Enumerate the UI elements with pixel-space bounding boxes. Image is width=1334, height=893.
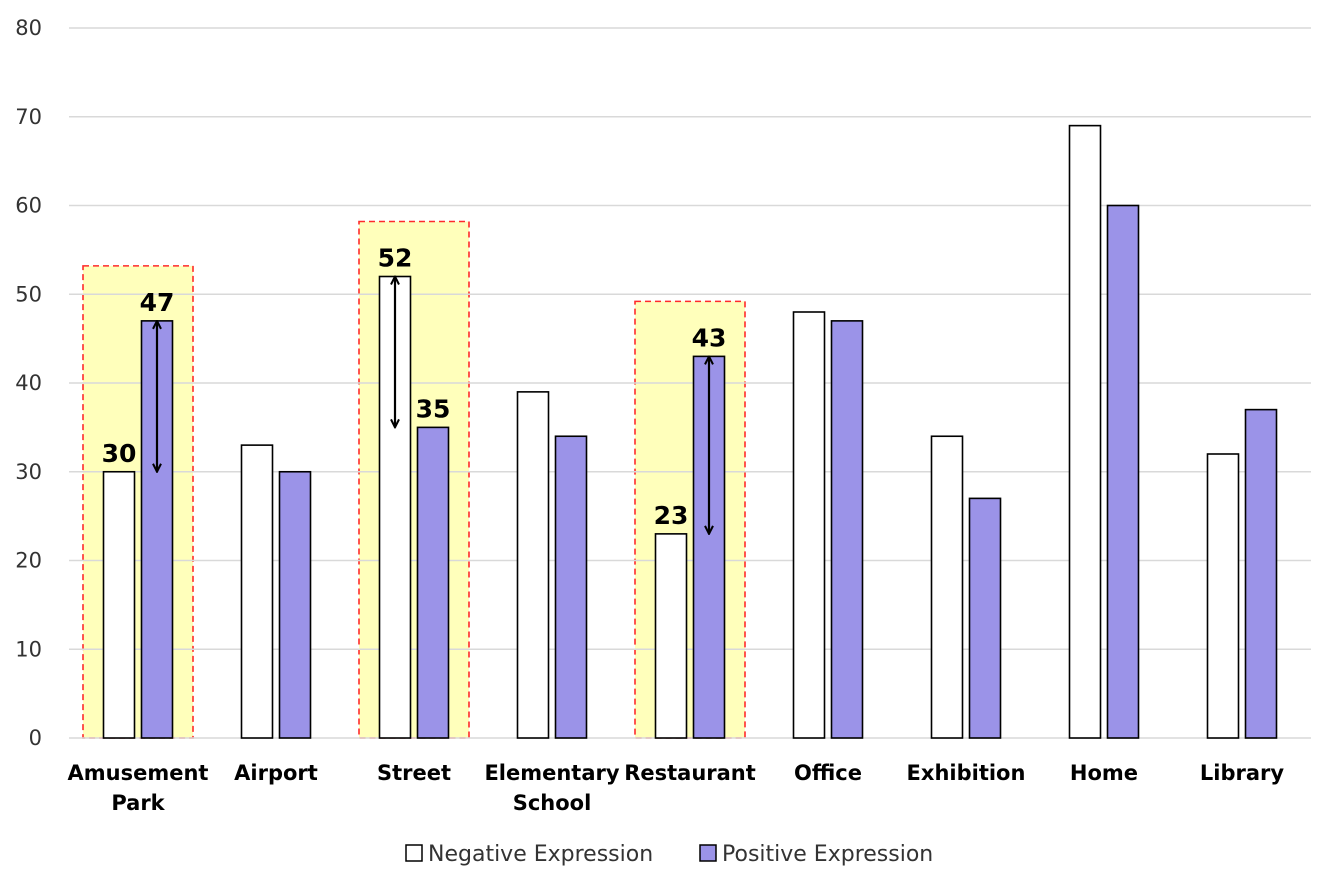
bar-positive-expression-street [416, 426, 450, 739]
highlight-boxes [82, 220, 746, 739]
bar-negative-expression-home [1068, 124, 1102, 739]
y-tick-label-60: 60 [15, 194, 42, 218]
y-tick-label-70: 70 [15, 105, 42, 129]
x-tick-label-airport: Airport [234, 761, 318, 785]
x-tick-label-office: Office [794, 761, 862, 785]
data-labels: 30 47 52 35 23 43 [102, 244, 727, 530]
bar-negative-expression-exhibition [930, 435, 964, 739]
highlight-box-amusement-park [82, 265, 194, 739]
bar-positive-expression-elementary-school [554, 435, 588, 739]
y-tick-label-30: 30 [15, 460, 42, 484]
highlight-box-street [358, 220, 470, 739]
data-label-negative-expression-street: 52 [378, 244, 413, 273]
legend: Negative Expression Positive Expression [405, 842, 933, 867]
bar-negative-expression-office [792, 311, 826, 739]
bar-negative-expression-airport [240, 444, 274, 739]
bar-positive-expression-airport [278, 470, 312, 739]
y-tick-label-80: 80 [15, 16, 42, 40]
x-tick-label-elementary-school-line-2: School [513, 791, 592, 815]
y-tick-label-20: 20 [15, 549, 42, 573]
y-tick-label-0: 0 [29, 726, 42, 750]
legend-swatch-negative-expression [405, 844, 423, 862]
difference-arrows [157, 277, 709, 534]
x-tick-label-library: Library [1200, 761, 1284, 785]
y-tick-label-50: 50 [15, 282, 42, 306]
bar-negative-expression-library [1206, 453, 1240, 739]
bar-positive-expression-library [1244, 408, 1278, 739]
legend-swatch-positive-expression [699, 844, 717, 862]
y-tick-label-10: 10 [15, 637, 42, 661]
y-axis-ticks: 0 10 20 30 40 50 60 70 80 [15, 16, 42, 750]
y-tick-label-40: 40 [15, 371, 42, 395]
data-label-negative-expression-restaurant: 23 [654, 501, 689, 530]
x-tick-label-amusement-park-line-2: Park [111, 791, 165, 815]
bar-negative-expression-restaurant [654, 533, 688, 739]
x-tick-label-home: Home [1070, 761, 1138, 785]
x-tick-label-amusement-park-line-1: Amusement [68, 761, 209, 785]
bar-negative-expression-amusement-park [102, 470, 136, 739]
bar-positive-expression-exhibition [968, 497, 1002, 739]
x-tick-label-restaurant: Restaurant [624, 761, 756, 785]
data-label-positive-expression-street: 35 [416, 394, 451, 423]
bar-negative-expression-elementary-school [516, 391, 550, 739]
data-label-negative-expression-amusement-park: 30 [102, 439, 137, 468]
bar-positive-expression-home [1106, 204, 1140, 739]
highlight-box-restaurant [634, 300, 746, 739]
legend-label-negative-expression: Negative Expression [428, 842, 653, 867]
data-label-positive-expression-restaurant: 43 [692, 323, 727, 352]
bars [102, 124, 1278, 739]
x-tick-label-street: Street [377, 761, 451, 785]
gridlines [69, 27, 1311, 739]
legend-label-positive-expression: Positive Expression [722, 842, 933, 867]
x-tick-label-exhibition: Exhibition [907, 761, 1026, 785]
x-axis-ticks: Amusement Park Airport Street Elementary Scho… [68, 761, 1285, 815]
bar-positive-expression-office [830, 320, 864, 739]
x-tick-label-elementary-school-line-1: Elementary [484, 761, 619, 785]
data-label-positive-expression-amusement-park: 47 [140, 288, 175, 317]
